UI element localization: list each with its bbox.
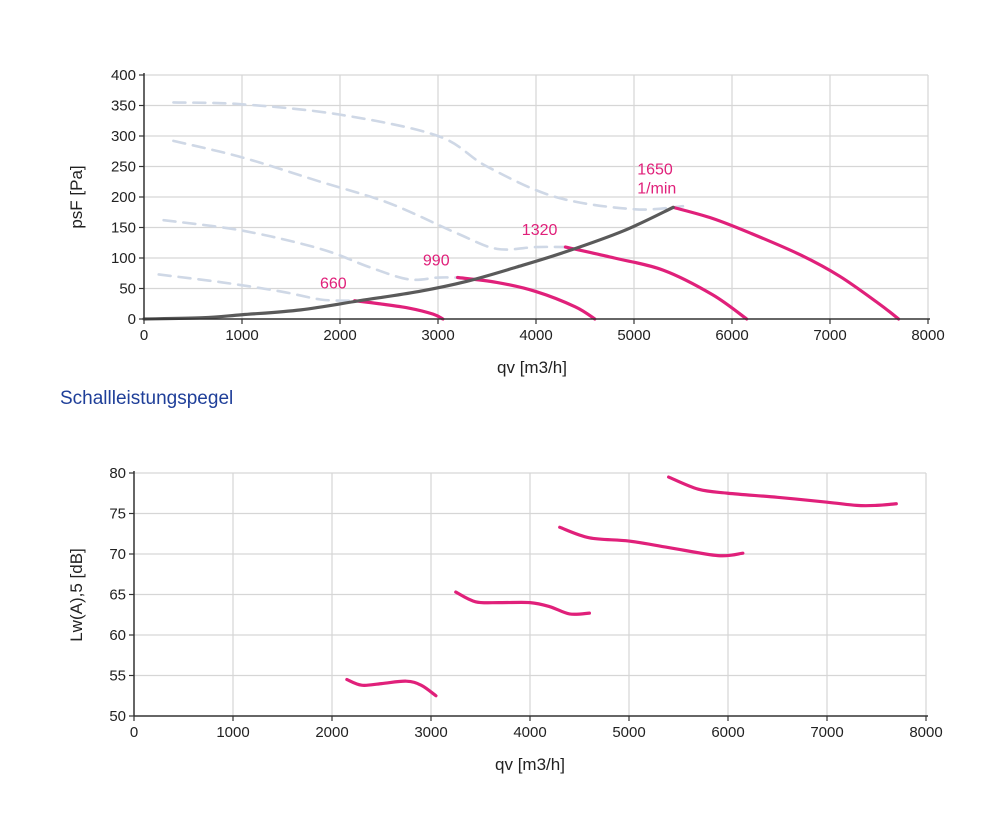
sound-x-tick-label: 2000 [315, 724, 348, 741]
pressure-y-tick-label: 400 [111, 67, 136, 84]
pressure-curve [671, 205, 901, 321]
sound-y-tick-label: 50 [109, 708, 126, 725]
speed-label: 660 [320, 276, 347, 293]
pressure-y-tick-label: 50 [119, 281, 136, 298]
speed-label: 1320 [522, 222, 558, 239]
pressure-x-tick-label: 6000 [715, 327, 748, 344]
sound-tick-labels: 0 1000 2000 3000 4000 5000 6000 7000 8000 50 55 60 6… [109, 465, 942, 741]
pressure-x-tick-label: 4000 [519, 327, 552, 344]
sound-curve [454, 590, 591, 616]
pressure-reference-curve [172, 139, 567, 251]
pressure-curve [456, 275, 597, 321]
pressure-system-curve [142, 205, 675, 321]
pressure-axes [139, 73, 930, 324]
sound-x-axis-label: qv [m3/h] [495, 755, 565, 774]
section-title: Schallleistungspegel [60, 388, 234, 409]
sound-x-tick-label: 6000 [711, 724, 744, 741]
sound-series [345, 475, 898, 698]
sound-x-tick-label: 5000 [612, 724, 645, 741]
pressure-y-axis-label: psF [Pa] [67, 165, 86, 228]
pressure-y-tick-label: 350 [111, 98, 136, 115]
sound-x-tick-label: 8000 [909, 724, 942, 741]
sound-y-tick-label: 65 [109, 587, 126, 604]
pressure-reference-curve [162, 218, 459, 282]
pressure-y-tick-label: 200 [111, 189, 136, 206]
pressure-curve [353, 299, 445, 321]
pressure-reference-curve [157, 273, 352, 302]
pressure-x-tick-label: 3000 [421, 327, 454, 344]
pressure-curve [563, 245, 749, 321]
speed-label: 990 [423, 253, 450, 270]
pressure-tick-labels: 0 1000 2000 3000 4000 5000 6000 7000 8000 0 50 100 1… [111, 67, 945, 344]
sound-axes [129, 471, 928, 721]
sound-x-tick-label: 7000 [810, 724, 843, 741]
sound-y-tick-label: 55 [109, 668, 126, 685]
pressure-y-tick-label: 100 [111, 250, 136, 267]
sound-curve [667, 475, 898, 508]
speed-unit-label: 1/min [637, 180, 676, 197]
sound-y-tick-label: 80 [109, 465, 126, 482]
pressure-x-tick-label: 0 [140, 327, 148, 344]
pressure-y-tick-label: 250 [111, 159, 136, 176]
pressure-reference-curve [172, 101, 685, 211]
pressure-x-tick-label: 1000 [225, 327, 258, 344]
pressure-x-tick-label: 7000 [813, 327, 846, 344]
sound-x-tick-label: 1000 [216, 724, 249, 741]
sound-grid [134, 472, 927, 716]
pressure-x-tick-label: 8000 [911, 327, 944, 344]
pressure-grid [144, 74, 929, 319]
pressure-y-tick-label: 0 [128, 311, 136, 328]
sound-y-axis-label: Lw(A),5 [dB] [67, 548, 86, 642]
sound-curve [345, 677, 438, 698]
pressure-y-tick-label: 300 [111, 128, 136, 145]
pressure-curve-labels: 660 990 1320 1650 1/min [320, 161, 676, 292]
sound-y-tick-label: 75 [109, 506, 126, 523]
sound-y-tick-label: 60 [109, 627, 126, 644]
pressure-x-axis-label: qv [m3/h] [497, 358, 567, 377]
sound-curve [558, 525, 745, 558]
sound-y-tick-label: 70 [109, 546, 126, 563]
sound-x-tick-label: 0 [130, 724, 138, 741]
pressure-x-tick-label: 5000 [617, 327, 650, 344]
pressure-series [142, 101, 901, 321]
speed-label: 1650 [637, 161, 673, 178]
sound-x-tick-label: 3000 [414, 724, 447, 741]
sound-x-tick-label: 4000 [513, 724, 546, 741]
pressure-x-tick-label: 2000 [323, 327, 356, 344]
pressure-y-tick-label: 150 [111, 220, 136, 237]
